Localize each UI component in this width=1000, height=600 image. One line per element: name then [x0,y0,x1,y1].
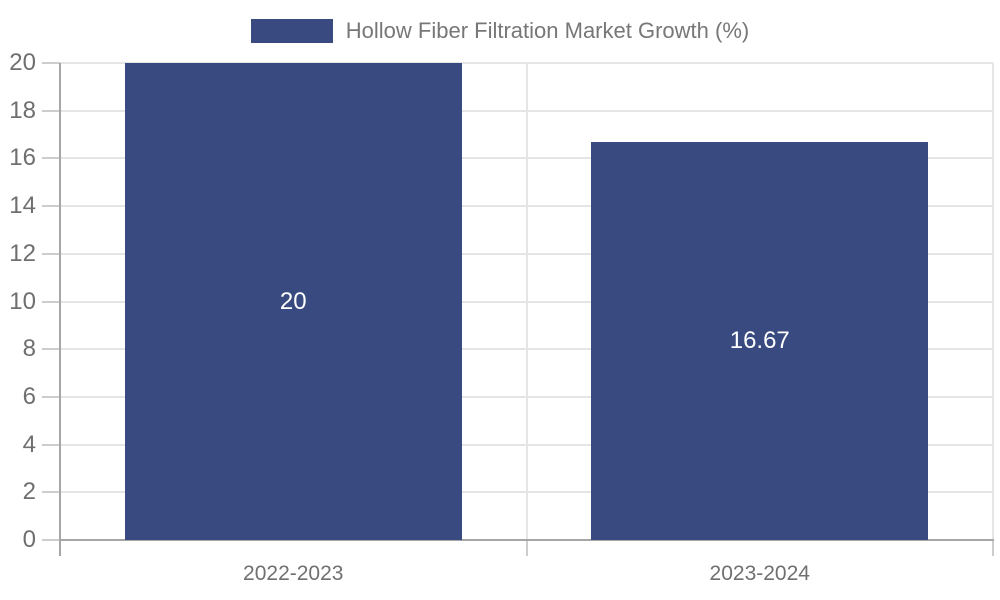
x-axis-tick [525,540,528,556]
x-axis-tick-label: 2022-2023 [243,562,344,585]
bar-value-label: 16.67 [729,327,790,355]
gridline-vertical [525,63,528,540]
y-axis-tick [42,62,60,64]
y-axis-tick [42,491,60,494]
y-axis-tick-label: 6 [22,382,36,410]
y-axis-tick [42,348,60,351]
y-axis-tick [42,395,60,398]
y-axis-tick [42,443,60,446]
y-axis-tick [42,109,60,112]
y-axis-tick [42,252,60,255]
legend[interactable]: Hollow Fiber Filtration Market Growth (%… [0,14,1000,48]
y-axis-tick-label: 8 [22,335,36,363]
bar [591,142,929,540]
bar-value-label: 20 [279,287,307,315]
x-axis-tick-label: 2023-2024 [709,562,810,585]
y-axis-tick-label: 0 [22,526,36,553]
bar [124,63,462,540]
y-axis-tick-label: 10 [9,287,36,315]
x-axis-tick [992,540,994,556]
y-axis-tick [42,205,60,208]
y-axis-tick-label: 4 [22,430,36,458]
legend-label: Hollow Fiber Filtration Market Growth (%… [345,18,750,43]
y-axis-tick [42,300,60,303]
y-axis-line [59,63,61,556]
y-axis-tick-label: 16 [9,144,36,172]
y-axis-tick-label: 12 [9,239,36,267]
y-axis-tick-label: 20 [9,49,36,76]
x-axis-line [59,539,994,541]
y-axis-tick [42,157,60,160]
y-axis-tick-label: 14 [9,192,36,220]
y-axis-tick [42,539,60,541]
gridline-vertical [992,63,994,540]
y-axis-tick-label: 18 [9,96,36,124]
y-axis-tick-label: 2 [22,478,36,506]
legend-swatch [250,19,333,43]
